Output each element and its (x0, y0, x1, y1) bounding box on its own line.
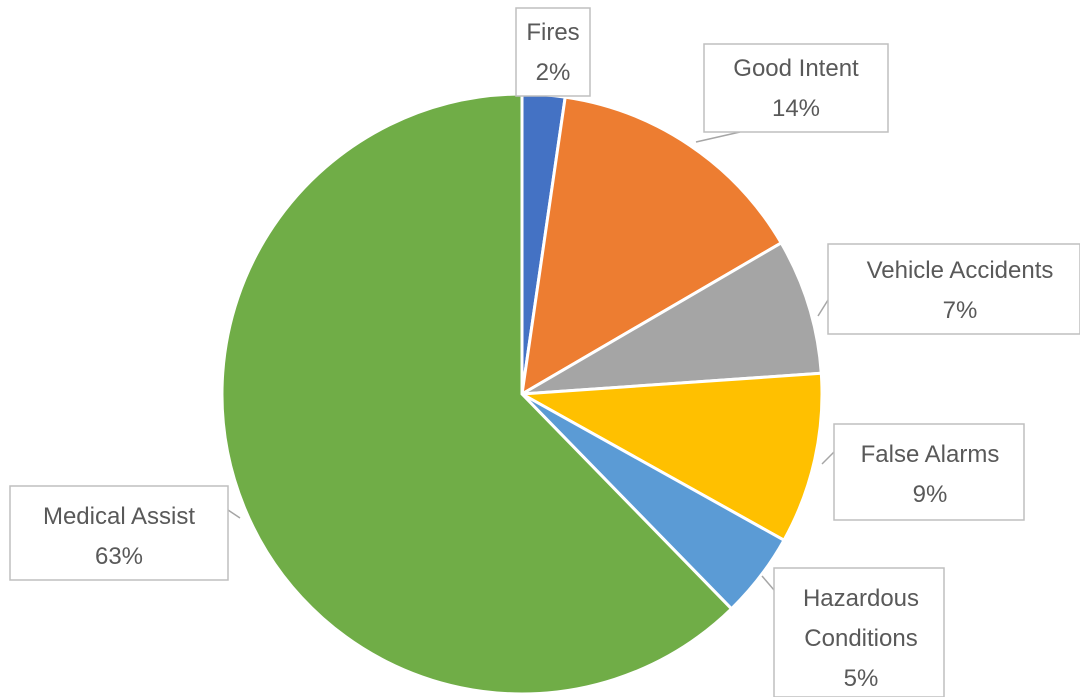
data-labels: Fires 2% Good Intent 14% Vehicle Accidents 7%… (9, 7, 1080, 697)
label-percent: 7% (943, 297, 978, 324)
label-percent: 9% (913, 481, 948, 508)
leader-line (227, 509, 241, 519)
label-box (9, 485, 229, 581)
pie-slices (220, 92, 824, 696)
data-label-medical-assist: Medical Assist 63% (9, 485, 241, 581)
label-box (773, 567, 945, 697)
label-category: Vehicle Accidents (867, 257, 1054, 284)
pie-slice-false-alarms (516, 371, 824, 543)
leader-line (817, 299, 829, 317)
label-box (833, 423, 1025, 521)
label-category: Good Intent (733, 55, 859, 82)
pie-slice-good-intent (520, 95, 784, 397)
data-label-fires: Fires 2% (515, 7, 591, 97)
label-category: Fires (526, 19, 579, 46)
label-percent: 2% (536, 59, 571, 86)
label-box (827, 243, 1080, 335)
label-category: False Alarms (861, 441, 1000, 468)
label-box (515, 7, 591, 97)
label-percent: 63% (95, 543, 143, 570)
data-label-vehicle-accidents: Vehicle Accidents 7% (817, 243, 1080, 335)
label-box (703, 43, 889, 133)
label-category: Conditions (804, 625, 917, 652)
pie-slice-vehicle-accidents (521, 240, 823, 396)
label-category: Hazardous (803, 585, 919, 612)
pie-slice-medical-assist (220, 92, 734, 696)
data-label-good-intent: Good Intent 14% (695, 43, 889, 143)
data-label-hazardous-conditions: Hazardous Conditions 5% (761, 567, 945, 697)
leader-line (821, 451, 835, 465)
label-percent: 5% (844, 665, 879, 692)
leader-line (761, 575, 775, 591)
data-label-false-alarms: False Alarms 9% (821, 423, 1025, 521)
label-percent: 14% (772, 95, 820, 122)
label-category: Medical Assist (43, 503, 195, 530)
leader-line (695, 131, 741, 143)
